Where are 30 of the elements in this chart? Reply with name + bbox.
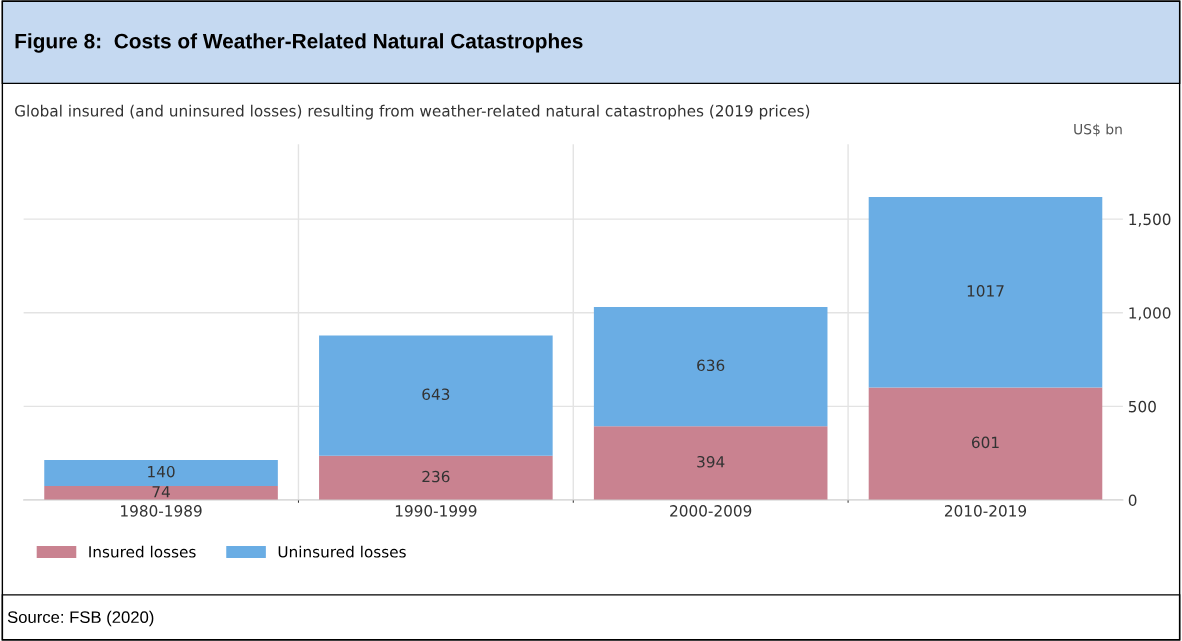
y-tick-label: 500 xyxy=(1128,400,1156,413)
data-label: 636 xyxy=(697,359,725,372)
source-note: Source: FSB (2020) xyxy=(7,610,154,627)
legend-label: Uninsured losses xyxy=(278,545,406,558)
bar xyxy=(593,307,828,427)
x-tick-label: 2000-2009 xyxy=(670,505,752,517)
bar xyxy=(593,426,828,500)
chart-subtitle: Global insured (and uninsured losses) resulting from weather-related natural catastrophes (2019 prices) xyxy=(15,104,810,120)
bar xyxy=(319,335,553,456)
chart-title: Figure 8: Costs of Weather-Related Natural Catastrophes xyxy=(15,33,583,53)
y-axis-title: US$ bn xyxy=(1074,123,1122,137)
y-tick-label: 1,000 xyxy=(1129,307,1171,321)
data-label: 74 xyxy=(152,486,170,498)
x-tick-label: 1990-1999 xyxy=(395,505,477,517)
y-tick-label: 1,500 xyxy=(1129,213,1171,227)
legend-label: Insured losses xyxy=(89,545,196,558)
data-label: 394 xyxy=(697,455,725,468)
bar xyxy=(319,455,553,500)
data-label: 643 xyxy=(422,388,450,401)
x-tick-label: 1980-1989 xyxy=(121,505,202,517)
bar xyxy=(44,459,278,487)
bar xyxy=(868,197,1103,388)
data-label: 236 xyxy=(422,470,450,483)
bar xyxy=(44,486,278,500)
x-tick-label: 2010-2019 xyxy=(944,505,1027,517)
data-label: 1017 xyxy=(967,285,1004,297)
y-tick-label: 0 xyxy=(1128,494,1137,506)
data-label: 601 xyxy=(971,436,999,449)
bar xyxy=(868,387,1103,500)
data-label: 140 xyxy=(148,465,175,478)
